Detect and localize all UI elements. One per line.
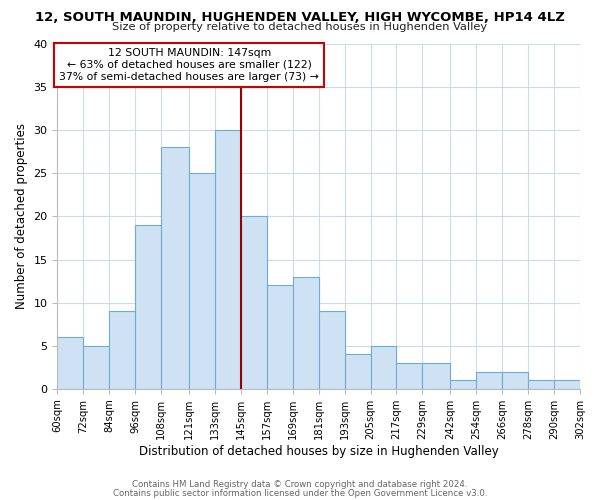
Text: Contains public sector information licensed under the Open Government Licence v3: Contains public sector information licen… <box>113 488 487 498</box>
Bar <box>135 225 161 389</box>
Bar <box>267 286 293 389</box>
Y-axis label: Number of detached properties: Number of detached properties <box>15 124 28 310</box>
Bar <box>397 363 422 389</box>
Bar <box>344 354 371 389</box>
Bar <box>319 312 344 389</box>
Bar <box>528 380 554 389</box>
Bar <box>241 216 267 389</box>
Bar <box>476 372 502 389</box>
Bar <box>422 363 451 389</box>
Bar <box>109 312 135 389</box>
Bar <box>502 372 528 389</box>
Bar <box>161 148 189 389</box>
Bar <box>83 346 109 389</box>
Bar <box>293 277 319 389</box>
Bar <box>189 174 215 389</box>
Bar <box>371 346 397 389</box>
Bar <box>451 380 476 389</box>
Bar <box>58 337 83 389</box>
Text: Size of property relative to detached houses in Hughenden Valley: Size of property relative to detached ho… <box>112 22 488 32</box>
X-axis label: Distribution of detached houses by size in Hughenden Valley: Distribution of detached houses by size … <box>139 444 499 458</box>
Bar <box>215 130 241 389</box>
Text: 12 SOUTH MAUNDIN: 147sqm
← 63% of detached houses are smaller (122)
37% of semi-: 12 SOUTH MAUNDIN: 147sqm ← 63% of detach… <box>59 48 319 82</box>
Text: Contains HM Land Registry data © Crown copyright and database right 2024.: Contains HM Land Registry data © Crown c… <box>132 480 468 489</box>
Text: 12, SOUTH MAUNDIN, HUGHENDEN VALLEY, HIGH WYCOMBE, HP14 4LZ: 12, SOUTH MAUNDIN, HUGHENDEN VALLEY, HIG… <box>35 11 565 24</box>
Bar <box>554 380 580 389</box>
